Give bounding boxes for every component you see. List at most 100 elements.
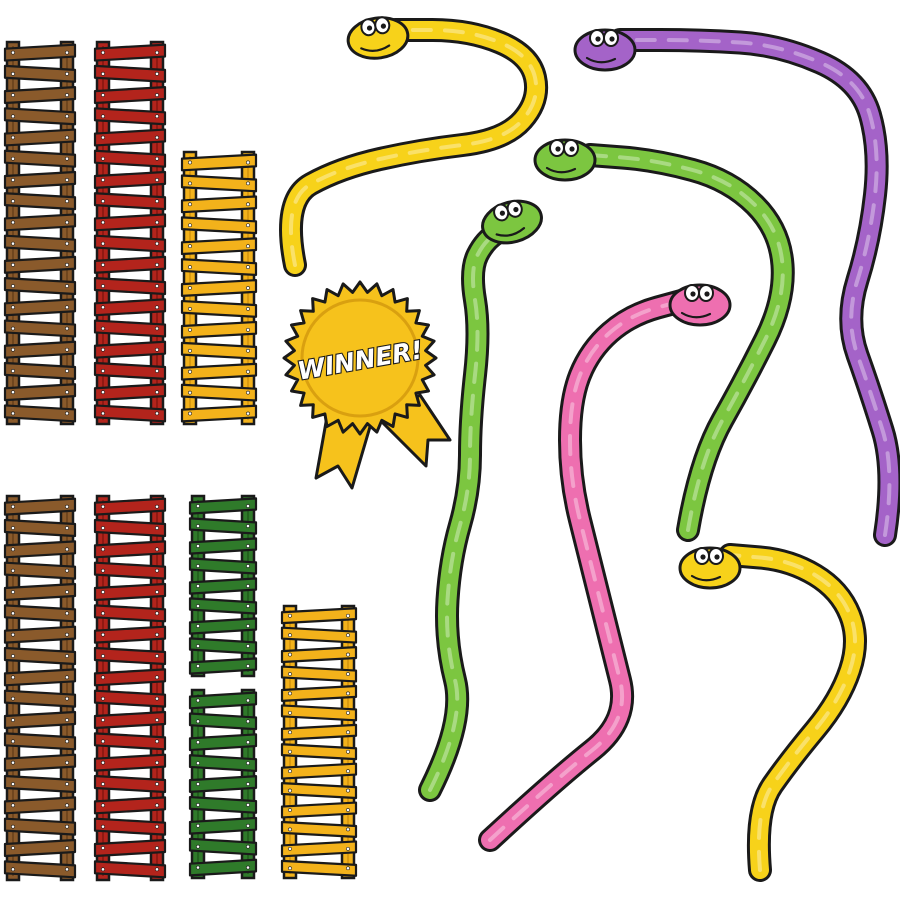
ladder-green-bottom-upper	[188, 494, 258, 678]
snake-pupil	[569, 146, 575, 152]
ladder-rung	[188, 837, 258, 856]
ladder-rung	[188, 637, 258, 655]
nail-dot	[11, 156, 15, 161]
nail-dot	[65, 114, 69, 119]
nail-dot	[11, 305, 15, 310]
nail-dot	[246, 584, 250, 588]
nail-dot	[101, 782, 105, 786]
snake-green-left	[418, 199, 543, 802]
nail-dot	[65, 284, 69, 288]
nail-dot	[101, 526, 105, 530]
ladder-rung	[3, 625, 77, 644]
ladder-rung	[180, 279, 258, 297]
snake-mouth	[680, 311, 712, 319]
nail-dot	[346, 613, 350, 618]
nail-dot	[101, 305, 105, 310]
nail-dot	[11, 739, 15, 744]
nail-dot	[155, 824, 159, 829]
nail-dot	[11, 71, 15, 76]
nail-dot	[65, 135, 69, 140]
nail-dot	[65, 411, 69, 416]
ladder-rung	[3, 540, 77, 559]
nail-dot	[101, 114, 105, 119]
ladder-rung	[180, 237, 258, 256]
nail-dot	[196, 504, 200, 508]
nail-dot	[11, 568, 15, 573]
snake-mouth	[495, 227, 526, 237]
nail-dot	[101, 220, 105, 225]
nail-dot	[101, 590, 105, 594]
nail-dot	[155, 739, 159, 744]
nail-dot	[65, 526, 69, 530]
nail-dot	[101, 93, 105, 97]
snake-body	[581, 146, 792, 539]
nail-dot	[11, 93, 15, 97]
ladder-rung	[3, 668, 77, 687]
snake-body	[611, 31, 899, 544]
nail-dot	[65, 71, 69, 76]
ladder-brown-bottom	[3, 494, 77, 882]
ladder-rung	[93, 561, 167, 580]
nail-dot	[11, 654, 15, 658]
nail-dot	[101, 760, 105, 765]
ladder-rung	[93, 277, 167, 296]
ladder-rung	[3, 277, 77, 296]
nail-dot	[288, 633, 292, 638]
nail-dot	[11, 369, 15, 373]
ladder-rung	[93, 107, 167, 126]
nail-dot	[196, 802, 200, 807]
ladder-rung	[180, 258, 258, 277]
nail-dot	[11, 411, 15, 416]
ladder-rung	[280, 607, 358, 625]
nail-dot	[246, 390, 250, 395]
ladder-rung	[93, 796, 167, 815]
nail-dot	[11, 178, 15, 182]
ladder-rung	[3, 604, 77, 623]
nail-dot	[196, 624, 200, 628]
nail-dot	[346, 866, 350, 871]
nail-dot	[65, 782, 69, 786]
nail-dot	[196, 524, 200, 528]
nail-dot	[288, 710, 292, 715]
nail-dot	[196, 664, 200, 668]
ladder-rung	[188, 557, 258, 575]
nail-dot	[65, 305, 69, 310]
nail-dot	[155, 632, 159, 637]
nail-dot	[11, 199, 15, 204]
ladder-rung	[93, 817, 167, 836]
nail-dot	[65, 568, 69, 573]
nail-dot	[11, 262, 15, 267]
nail-dot	[246, 624, 250, 628]
ladder-yellow-bottom	[280, 604, 358, 880]
nail-dot	[196, 564, 200, 568]
snake-pupil	[555, 146, 561, 152]
nail-dot	[11, 824, 15, 829]
nail-dot	[246, 202, 250, 207]
nail-dot	[11, 135, 15, 140]
ladder-rung	[280, 859, 358, 877]
nail-dot	[155, 347, 159, 352]
nail-dot	[155, 654, 159, 658]
nail-dot	[346, 846, 350, 851]
nail-dot	[188, 307, 192, 311]
nail-dot	[246, 348, 250, 353]
nail-dot	[11, 547, 15, 552]
ladder-rung	[3, 732, 77, 751]
ladder-rung	[93, 213, 167, 232]
ladder-rung	[3, 170, 77, 189]
ladder-rung	[188, 858, 258, 877]
nail-dot	[101, 504, 105, 509]
badge-seal	[282, 280, 438, 436]
ladder-rung	[93, 383, 167, 402]
nail-dot	[11, 504, 15, 509]
nail-dot	[155, 718, 159, 722]
ladder-rung	[93, 625, 167, 644]
ladder-rung	[280, 801, 358, 819]
ladder-rung	[280, 704, 358, 722]
nail-dot	[155, 675, 159, 680]
nail-dot	[65, 590, 69, 594]
nail-dot	[155, 568, 159, 573]
ladder-rung	[280, 665, 358, 683]
nail-dot	[101, 390, 105, 395]
ladder-rung	[3, 817, 77, 836]
